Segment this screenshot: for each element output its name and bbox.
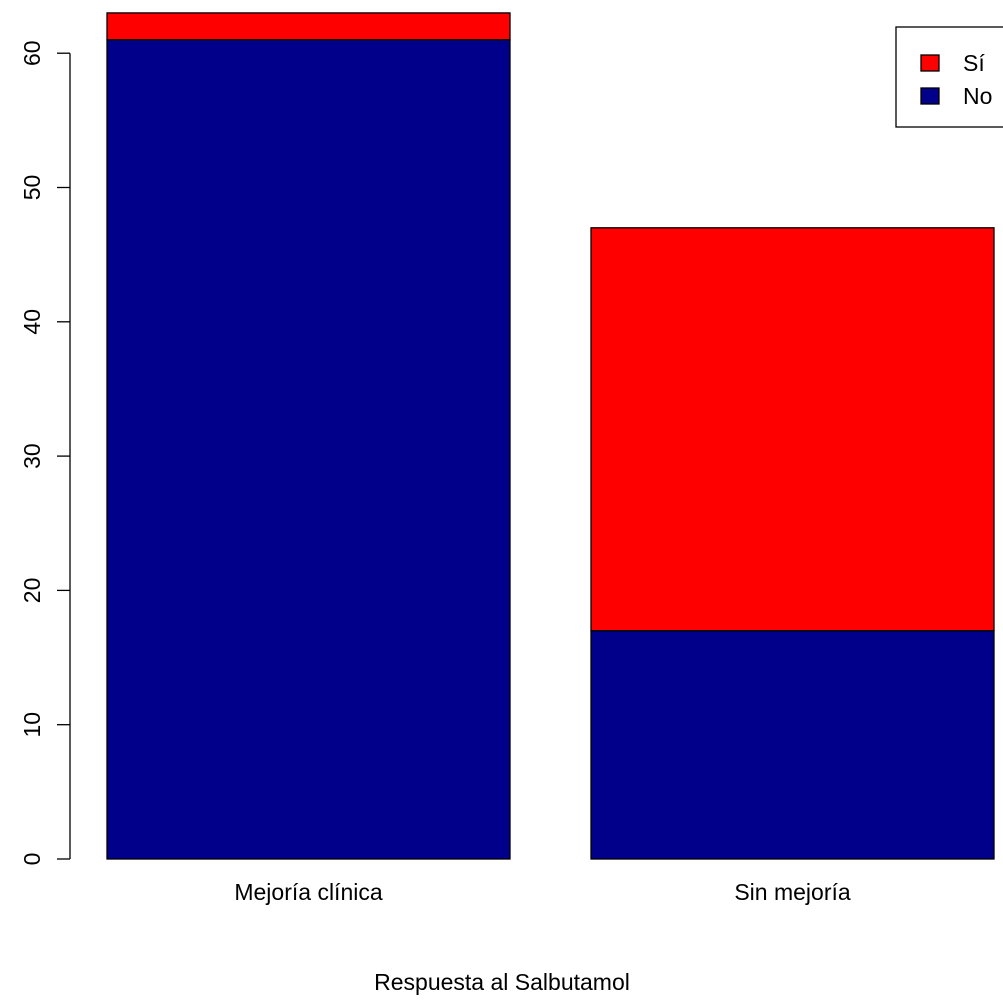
y-tick-label: 0 (19, 853, 45, 866)
x-tick-label: Sin mejoría (734, 879, 851, 905)
y-tick-label: 50 (19, 175, 45, 201)
y-tick-label: 30 (19, 443, 45, 469)
legend-label: Sí (963, 50, 985, 76)
legend: Sí No (895, 26, 1003, 128)
y-tick-label: 60 (19, 40, 45, 66)
y-tick-label: 10 (19, 712, 45, 738)
bar-segment (106, 39, 511, 860)
x-tick-labels: Mejoría clínica Sin mejoría (234, 879, 851, 905)
bar-segment (590, 227, 995, 632)
bar-segment (590, 630, 995, 860)
x-axis-title: Respuesta al Salbutamol (374, 969, 630, 995)
legend-swatch (920, 87, 940, 105)
y-tick-label: 40 (19, 309, 45, 335)
bars (106, 12, 995, 860)
bar-segment (106, 12, 511, 41)
legend-label: No (963, 83, 992, 109)
x-tick-label: Mejoría clínica (234, 879, 382, 905)
legend-swatch (920, 54, 940, 72)
y-tick-label: 20 (19, 578, 45, 604)
y-axis: 0 10 20 30 40 50 60 (19, 40, 71, 866)
legend-box (895, 26, 1003, 128)
